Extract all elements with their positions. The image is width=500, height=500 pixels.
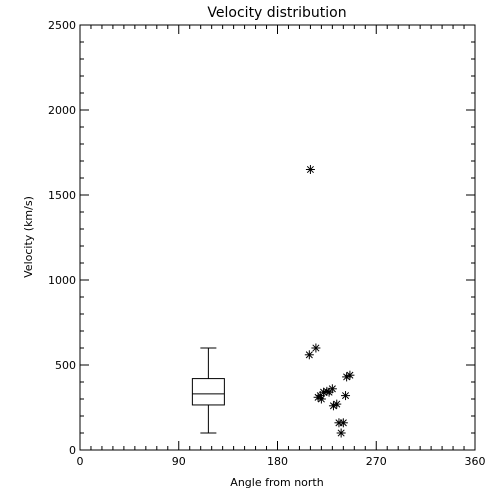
data-point — [311, 343, 321, 353]
point-stroke — [312, 344, 320, 352]
y-tick-label: 0 — [69, 444, 76, 457]
x-axis-label: Angle from north — [230, 476, 323, 489]
x-tick-label: 90 — [172, 455, 186, 468]
data-point — [341, 391, 351, 401]
point-stroke — [306, 165, 314, 174]
x-tick-label: 360 — [465, 455, 486, 468]
point-stroke — [328, 385, 336, 393]
axis-ticks: 0 90 180 270 360 0 500 1000 1500 2000 2500 — [48, 19, 486, 468]
box-iqr — [191, 378, 225, 406]
data-point — [316, 394, 326, 404]
point-stroke — [333, 400, 341, 408]
data-point — [332, 399, 342, 409]
x-tick-label: 180 — [267, 455, 288, 468]
point-stroke — [337, 429, 345, 437]
data-point — [305, 165, 315, 174]
point-stroke — [317, 395, 325, 403]
y-tick-label: 2500 — [48, 19, 76, 32]
y-tick-label: 1500 — [48, 189, 76, 202]
point-stroke — [339, 419, 347, 427]
data-point — [345, 370, 355, 380]
x-tick-label: 0 — [77, 455, 84, 468]
boxplot — [191, 347, 225, 434]
data-point — [304, 350, 314, 360]
y-axis-label: Velocity (km/s) — [22, 196, 35, 278]
data-point — [336, 428, 346, 438]
point-stroke — [341, 392, 350, 400]
plot-frame — [79, 24, 476, 451]
scatter-points — [304, 165, 355, 438]
data-point — [327, 384, 337, 394]
data-point — [338, 418, 348, 428]
y-tick-label: 1000 — [48, 274, 76, 287]
y-tick-label: 2000 — [48, 104, 76, 117]
chart-title: Velocity distribution — [207, 5, 346, 21]
point-stroke — [346, 371, 354, 379]
y-tick-label: 500 — [55, 359, 76, 372]
point-stroke — [305, 351, 313, 359]
x-tick-label: 270 — [366, 455, 387, 468]
